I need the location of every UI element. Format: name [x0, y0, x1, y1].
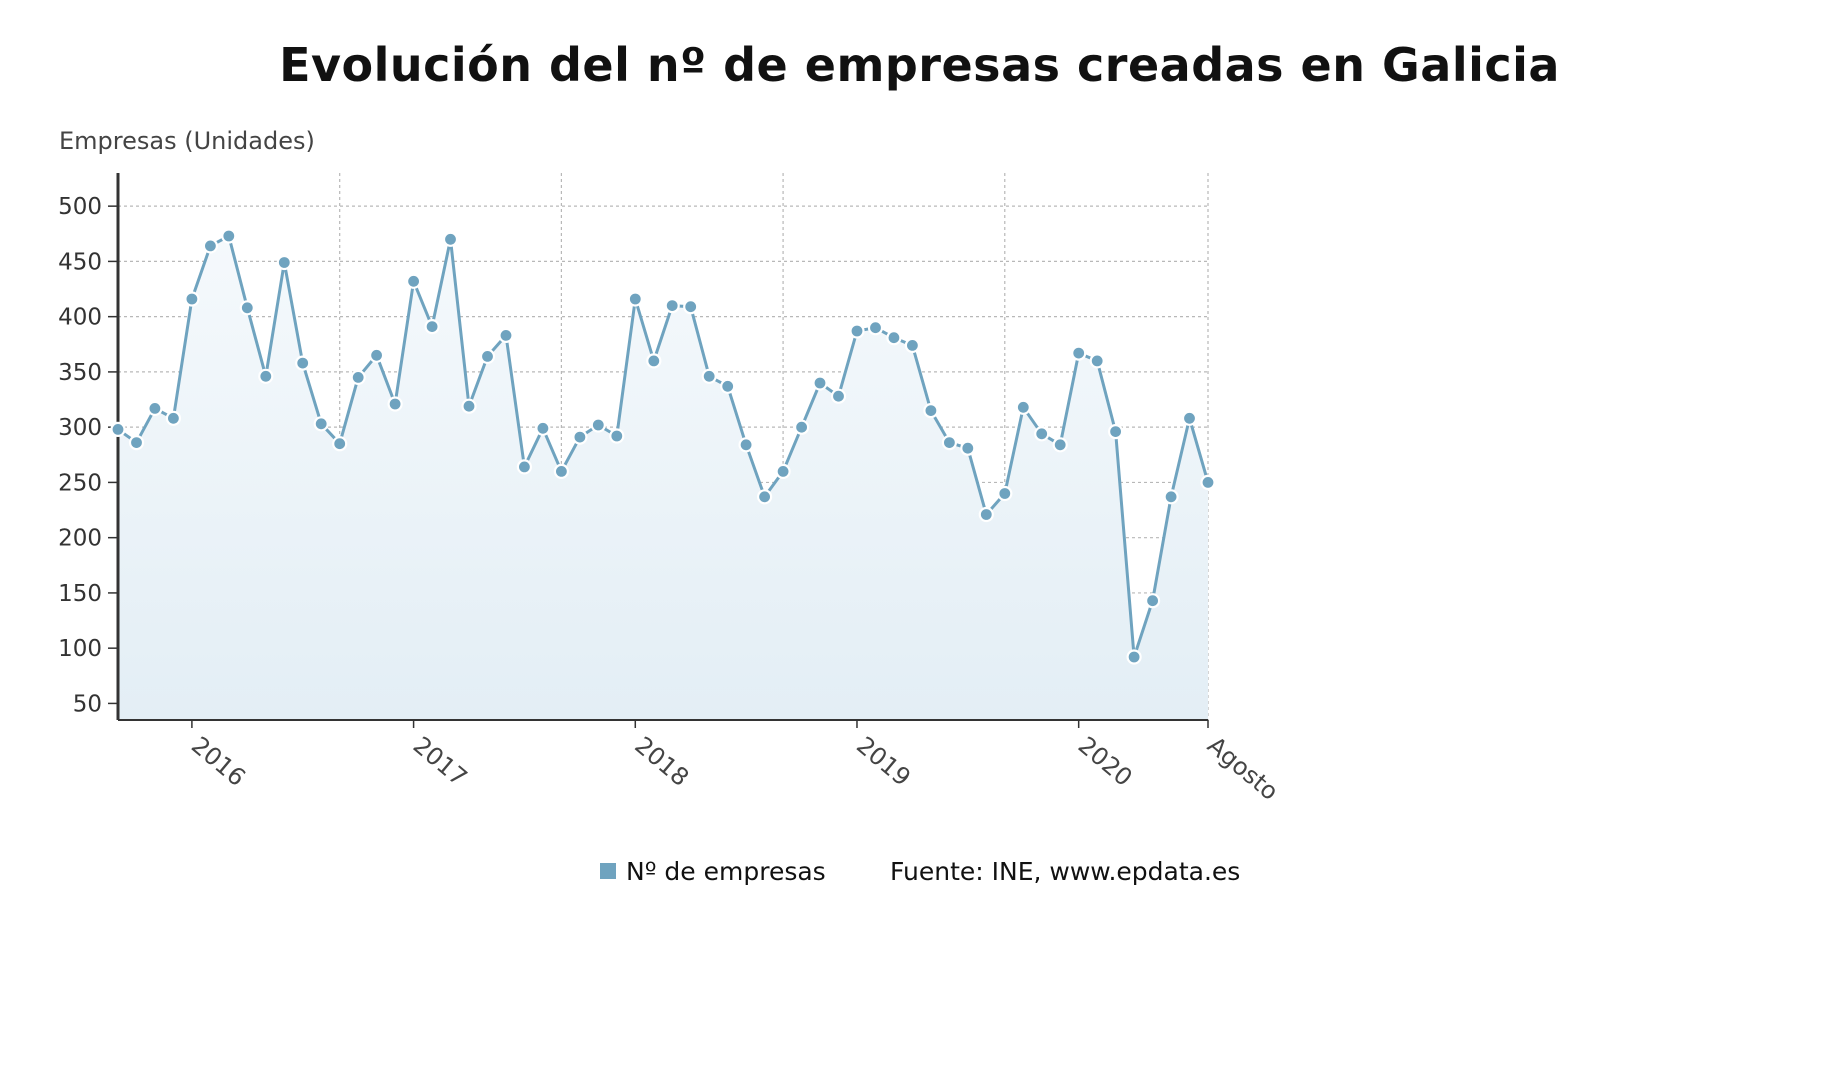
data-point-48 — [997, 485, 1013, 502]
data-point-26 — [590, 417, 606, 433]
data-point-29 — [646, 353, 662, 369]
data-point-21 — [498, 327, 514, 343]
data-point-45 — [941, 435, 958, 451]
x-tick-label-2020: 2020 — [1073, 731, 1138, 792]
x-tick-label-2017: 2017 — [408, 731, 473, 792]
y-tick-label-50: 50 — [73, 691, 102, 717]
data-point-0 — [110, 421, 126, 437]
data-point-57 — [1163, 489, 1179, 505]
data-point-31 — [683, 299, 699, 315]
data-point-15 — [387, 396, 403, 412]
data-point-51 — [1052, 437, 1068, 453]
data-point-7 — [239, 300, 255, 316]
data-point-38 — [812, 375, 828, 391]
data-point-56 — [1144, 593, 1161, 609]
data-point-40 — [849, 323, 865, 339]
x-ticks: 2016 2017 2018 2019 2020 Agosto — [186, 720, 1284, 806]
y-tick-label-300: 300 — [58, 415, 102, 441]
data-point-43 — [904, 337, 921, 353]
y-tick-label-250: 250 — [58, 470, 102, 496]
data-point-1 — [128, 435, 145, 451]
data-point-4 — [184, 291, 200, 307]
data-point-13 — [350, 369, 366, 385]
legend: Nº de empresas Fuente: INE, www.epdata.e… — [600, 857, 1240, 886]
area-path — [118, 236, 1208, 720]
y-tick-label-500: 500 — [58, 194, 102, 220]
data-point-10 — [295, 355, 311, 371]
data-point-47 — [978, 506, 994, 523]
x-tick-label-2018: 2018 — [629, 731, 694, 792]
data-point-11 — [313, 416, 329, 432]
data-point-46 — [960, 440, 976, 456]
data-point-55 — [1126, 649, 1142, 665]
data-point-18 — [442, 231, 459, 247]
data-point-19 — [461, 398, 477, 414]
data-point-28 — [627, 291, 643, 307]
data-point-8 — [258, 368, 274, 384]
data-point-5 — [202, 238, 218, 254]
x-tick-label-2019: 2019 — [851, 731, 916, 792]
data-point-17 — [424, 319, 440, 335]
legend-swatch — [600, 863, 616, 879]
data-point-23 — [535, 420, 551, 436]
data-point-20 — [479, 348, 496, 364]
data-point-14 — [369, 347, 385, 363]
data-point-25 — [572, 429, 588, 445]
axes — [116, 173, 1208, 721]
data-point-42 — [886, 330, 902, 346]
data-point-22 — [516, 459, 533, 475]
data-point-37 — [793, 419, 810, 435]
data-point-59 — [1200, 474, 1216, 490]
legend-series-label: Nº de empresas — [626, 857, 826, 886]
data-point-6 — [221, 228, 237, 244]
data-point-3 — [165, 410, 181, 426]
data-point-33 — [720, 378, 736, 394]
data-point-2 — [147, 400, 163, 416]
y-axis-title: Empresas (Unidades) — [59, 127, 315, 155]
source-note: Fuente: INE, www.epdata.es — [890, 857, 1240, 886]
x-tick-label-Agosto: Agosto — [1202, 731, 1284, 806]
data-point-39 — [830, 388, 847, 404]
y-tick-label-150: 150 — [58, 581, 102, 607]
y-tick-label-450: 450 — [58, 249, 102, 275]
data-point-53 — [1089, 353, 1105, 369]
data-points — [110, 228, 1216, 665]
y-tick-label-400: 400 — [58, 305, 102, 331]
data-point-52 — [1071, 345, 1087, 361]
data-point-27 — [609, 428, 625, 444]
data-point-12 — [332, 436, 348, 452]
data-point-35 — [756, 489, 773, 505]
data-point-44 — [923, 403, 939, 419]
data-point-36 — [775, 463, 791, 479]
x-tick-label-2016: 2016 — [186, 731, 251, 792]
y-tick-label-100: 100 — [58, 636, 102, 662]
y-tick-label-350: 350 — [58, 360, 102, 386]
data-point-58 — [1181, 410, 1198, 426]
data-point-32 — [701, 368, 717, 384]
data-point-34 — [738, 437, 754, 453]
y-tick-label-200: 200 — [58, 526, 102, 552]
data-point-54 — [1107, 424, 1124, 440]
data-point-50 — [1034, 426, 1050, 442]
data-point-41 — [867, 320, 884, 336]
data-point-24 — [553, 463, 570, 479]
data-point-49 — [1015, 399, 1031, 415]
data-point-30 — [664, 298, 680, 314]
data-point-9 — [276, 254, 292, 271]
area-fill — [118, 236, 1208, 720]
y-ticks: 50 100 150 200 250 300 350 400 450 500 — [58, 194, 118, 717]
data-point-16 — [406, 273, 422, 289]
chart-title: Evolución del nº de empresas creadas en … — [279, 38, 1560, 92]
